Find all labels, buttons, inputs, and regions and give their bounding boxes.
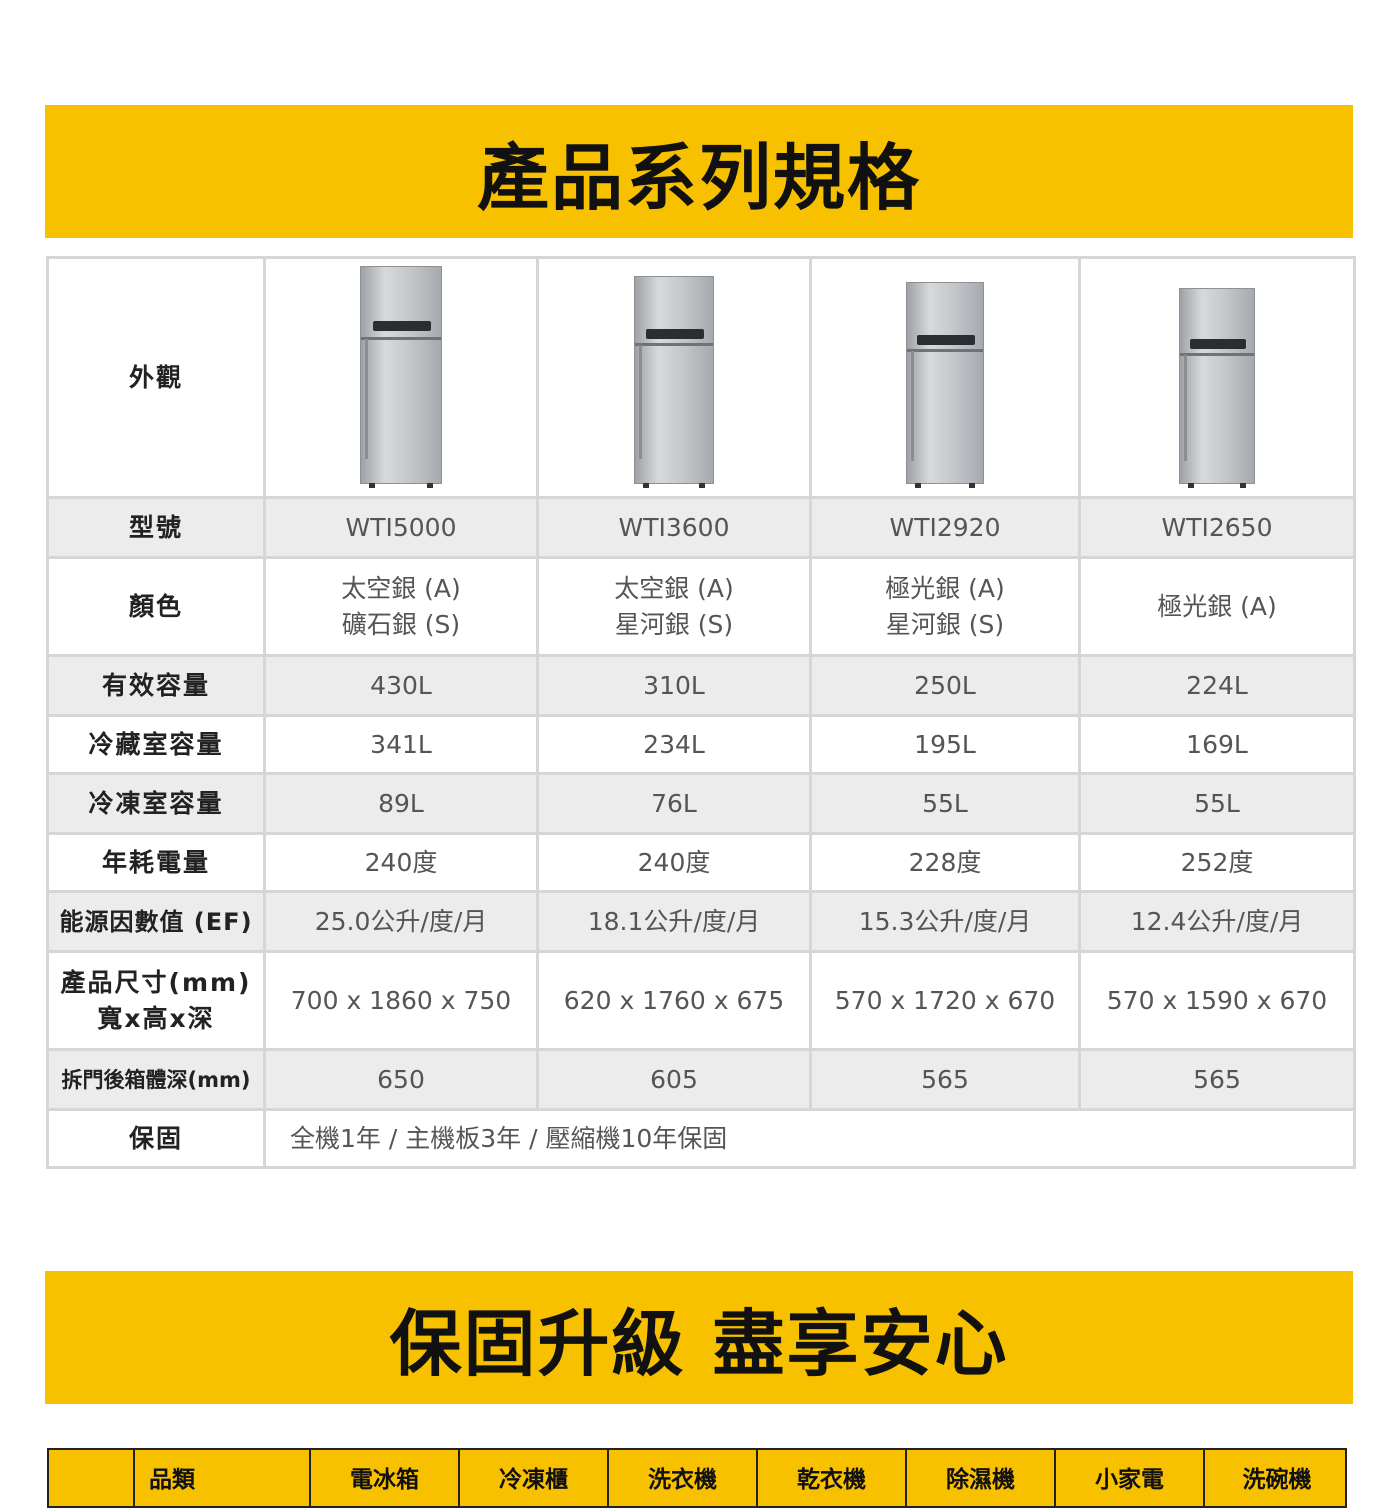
color-cell: 極光銀 (A)	[1078, 556, 1356, 657]
label-warranty: 保固	[46, 1108, 266, 1169]
color-option: 星河銀 (S)	[614, 609, 734, 639]
ef-cell: 25.0公升/度/月	[263, 890, 539, 953]
model-cell: WTI5000	[263, 496, 539, 559]
size-cell: 570 x 1590 x 670	[1078, 950, 1356, 1051]
header-cell: 除濕機	[905, 1450, 1054, 1506]
fridge-capacity-cell: 169L	[1078, 714, 1356, 775]
fridge-capacity-cell: 195L	[809, 714, 1081, 775]
warranty-banner: 保固升級 盡享安心	[45, 1271, 1353, 1404]
color-cell: 太空銀 (A) 星河銀 (S)	[536, 556, 812, 657]
fridge-image-wti2650	[1179, 287, 1255, 488]
color-cell: 極光銀 (A) 星河銀 (S)	[809, 556, 1081, 657]
fridge-image-wti5000	[360, 265, 442, 488]
capacity-cell: 224L	[1078, 654, 1356, 717]
row-fridge-capacity: 冷藏室容量 341L 234L 195L 169L	[46, 714, 1356, 775]
header-cell: 電冰箱	[309, 1450, 458, 1506]
freezer-capacity-cell: 76L	[536, 772, 812, 835]
freezer-capacity-cell: 89L	[263, 772, 539, 835]
header-cell: 小家電	[1054, 1450, 1203, 1506]
header-cell: 乾衣機	[756, 1450, 905, 1506]
label-appearance: 外觀	[46, 256, 266, 499]
ef-cell: 18.1公升/度/月	[536, 890, 812, 953]
label-freezer-capacity: 冷凍室容量	[46, 772, 266, 835]
fridge-capacity-cell: 234L	[536, 714, 812, 775]
fridge-capacity-cell: 341L	[263, 714, 539, 775]
label-size-line2: 寬x高x深	[97, 1003, 215, 1033]
fridge-image-wti3600	[634, 275, 714, 488]
ef-cell: 15.3公升/度/月	[809, 890, 1081, 953]
header-cell: 洗衣機	[607, 1450, 756, 1506]
ef-cell: 12.4公升/度/月	[1078, 890, 1356, 953]
capacity-cell: 250L	[809, 654, 1081, 717]
annual-power-cell: 240度	[536, 832, 812, 893]
color-cell: 太空銀 (A) 礦石銀 (S)	[263, 556, 539, 657]
depth-cell: 565	[1078, 1048, 1356, 1111]
model-cell: WTI2920	[809, 496, 1081, 559]
label-depth: 拆門後箱體深(mm)	[46, 1048, 266, 1111]
fridge-image-wti2920	[906, 281, 984, 488]
depth-cell: 605	[536, 1048, 812, 1111]
label-fridge-capacity: 冷藏室容量	[46, 714, 266, 775]
row-ef: 能源因數值 (EF) 25.0公升/度/月 18.1公升/度/月 15.3公升/…	[46, 890, 1356, 953]
row-size: 產品尺寸(mm) 寬x高x深 700 x 1860 x 750 620 x 176…	[46, 950, 1356, 1051]
size-cell: 570 x 1720 x 670	[809, 950, 1081, 1051]
product-image-cell	[536, 256, 812, 499]
product-image-cell	[1078, 256, 1356, 499]
product-image-cell	[263, 256, 539, 499]
annual-power-cell: 240度	[263, 832, 539, 893]
row-warranty: 保固 全機1年 / 主機板3年 / 壓縮機10年保固	[46, 1108, 1356, 1169]
row-freezer-capacity: 冷凍室容量 89L 76L 55L 55L	[46, 772, 1356, 835]
row-capacity: 有效容量 430L 310L 250L 224L	[46, 654, 1356, 717]
freezer-capacity-cell: 55L	[809, 772, 1081, 835]
model-cell: WTI2650	[1078, 496, 1356, 559]
label-annual-power: 年耗電量	[46, 832, 266, 893]
header-cell: 冷凍櫃	[458, 1450, 607, 1506]
depth-cell: 565	[809, 1048, 1081, 1111]
product-image-cell	[809, 256, 1081, 499]
row-color: 顏色 太空銀 (A) 礦石銀 (S) 太空銀 (A) 星河銀 (S) 極光銀 (A)…	[46, 556, 1356, 657]
annual-power-cell: 252度	[1078, 832, 1356, 893]
row-annual-power: 年耗電量 240度 240度 228度 252度	[46, 832, 1356, 893]
color-option: 星河銀 (S)	[885, 609, 1005, 639]
color-option: 太空銀 (A)	[614, 573, 734, 603]
label-color: 顏色	[46, 556, 266, 657]
warranty-category-table: 品類 電冰箱 冷凍櫃 洗衣機 乾衣機 除濕機 小家電 洗碗機	[47, 1448, 1347, 1508]
color-option: 極光銀 (A)	[885, 573, 1005, 603]
label-ef: 能源因數值 (EF)	[46, 890, 266, 953]
color-option: 礦石銀 (S)	[341, 609, 461, 639]
spec-title-banner: 產品系列規格	[45, 105, 1353, 238]
color-option: 太空銀 (A)	[341, 573, 461, 603]
capacity-cell: 310L	[536, 654, 812, 717]
label-size-line1: 產品尺寸(mm)	[60, 967, 252, 997]
size-cell: 700 x 1860 x 750	[263, 950, 539, 1051]
row-appearance: 外觀	[46, 256, 1356, 499]
model-cell: WTI3600	[536, 496, 812, 559]
warranty-title: 保固升級 盡享安心	[389, 1302, 1009, 1386]
size-cell: 620 x 1760 x 675	[536, 950, 812, 1051]
header-cell: 品類	[133, 1450, 309, 1506]
spec-table: 外觀	[46, 256, 1356, 1169]
warranty-cell: 全機1年 / 主機板3年 / 壓縮機10年保固	[263, 1108, 1356, 1169]
row-depth: 拆門後箱體深(mm) 650 605 565 565	[46, 1048, 1356, 1111]
spec-title: 產品系列規格	[476, 136, 921, 220]
depth-cell: 650	[263, 1048, 539, 1111]
capacity-cell: 430L	[263, 654, 539, 717]
row-model: 型號 WTI5000 WTI3600 WTI2920 WTI2650	[46, 496, 1356, 559]
annual-power-cell: 228度	[809, 832, 1081, 893]
label-model: 型號	[46, 496, 266, 559]
header-cell: 洗碗機	[1203, 1450, 1349, 1506]
freezer-capacity-cell: 55L	[1078, 772, 1356, 835]
label-size: 產品尺寸(mm) 寬x高x深	[46, 950, 266, 1051]
color-option: 極光銀 (A)	[1157, 591, 1277, 621]
label-capacity: 有效容量	[46, 654, 266, 717]
